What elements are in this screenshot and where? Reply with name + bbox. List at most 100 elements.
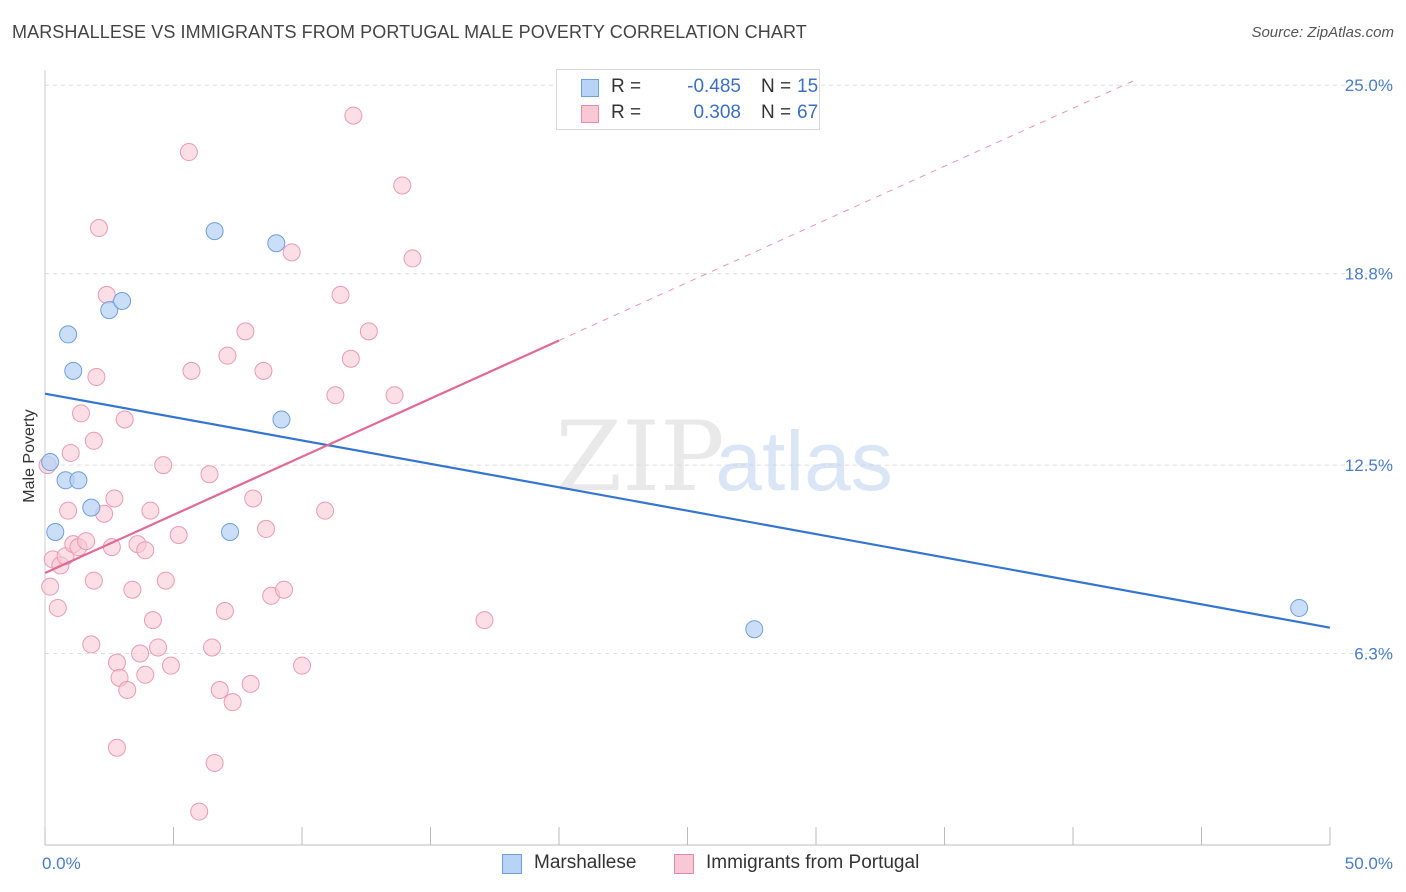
portugal-point-34 [154,456,173,475]
y-axis-label: Male Poverty [21,409,38,502]
legend-swatch-portugal [581,105,599,123]
portugal-point-16 [89,219,108,238]
portugal-point-43 [205,753,224,772]
correlation-legend: R = -0.485 N = 15 R = 0.308 N = 67 [556,69,820,130]
portugal-point-49 [241,674,260,693]
portugal-point-47 [223,693,242,712]
marshallese-point-1 [46,522,65,541]
watermark-atlas: atlas [715,414,892,508]
portugal-point-28 [131,644,150,663]
legend-r-value-marshallese: -0.485 [687,76,741,97]
portugal-point-58 [326,386,345,405]
portugal-point-14 [84,571,103,590]
portugal-point-11 [77,532,96,551]
marshallese-point-6 [82,498,101,517]
chart-title: MARSHALLESE VS IMMIGRANTS FROM PORTUGAL … [12,22,807,42]
portugal-point-55 [282,243,301,262]
portugal-point-10 [71,404,90,423]
trendlines [44,78,1331,629]
portugal-point-59 [331,285,350,304]
x-tick-label-1: 50.0% [1345,854,1393,873]
portugal-point-29 [136,541,155,560]
portugal-point-3 [48,598,67,617]
legend-label-marshallese: Marshallese [534,852,637,873]
tick-labels: 6.3% 12.5% 18.8% 25.0% 0.0% 50.0% [42,76,1393,873]
portugal-point-44 [210,681,229,699]
portugal-point-1 [41,577,60,596]
portugal-point-41 [200,465,219,484]
trendline-portugal-extension [558,78,1138,341]
portugal-point-57 [316,501,335,520]
legend-n-label: N = [761,102,792,123]
legend-r-label: R = [611,102,642,123]
legend-n-label: N = [761,76,792,97]
marshallese-point-11 [267,234,286,253]
y-tick-label-2: 18.8% [1345,265,1393,284]
marshallese-point-8 [113,291,132,310]
legend-label-portugal: Immigrants from Portugal [706,852,920,873]
trendline-marshallese [44,392,1331,629]
portugal-point-38 [179,143,198,162]
marshallese-point-13 [745,620,764,639]
legend-n-value-portugal: 67 [797,102,819,123]
portugal-point-61 [344,106,363,125]
portugal-point-26 [123,580,142,599]
marshallese-point-3 [59,325,78,344]
legend-r-value-portugal: 0.308 [693,102,741,123]
portugal-point-42 [203,638,222,657]
y-tick-label-0: 6.3% [1354,645,1393,664]
portugal-point-40 [190,802,209,821]
series-marshallese-points [41,222,1309,639]
portugal-point-54 [275,580,294,599]
grid-lines [45,84,1392,655]
portugal-point-50 [244,489,263,508]
portugal-point-37 [169,526,188,544]
portugal-point-12 [82,635,101,654]
portugal-point-6 [59,501,78,520]
portugal-point-35 [156,571,175,590]
portugal-point-25 [118,681,137,699]
portugal-point-39 [182,361,201,380]
portugal-point-62 [359,322,378,341]
marshallese-point-5 [69,471,88,490]
portugal-point-60 [341,349,360,368]
y-tick-label-1: 12.5% [1345,456,1393,475]
portugal-point-66 [475,611,494,630]
marshallese-point-14 [1290,598,1309,617]
portugal-point-15 [87,367,106,386]
marshallese-point-10 [221,522,240,541]
portugal-point-13 [84,431,103,450]
marshallese-point-12 [272,410,291,429]
portugal-point-7 [61,443,80,462]
portugal-point-24 [115,410,134,429]
marshallese-point-9 [205,222,224,241]
portugal-point-51 [254,361,273,380]
portugal-point-20 [105,489,124,508]
legend-swatch-marshallese [581,79,599,97]
portugal-point-36 [161,656,180,675]
portugal-point-45 [215,601,234,620]
portugal-point-30 [136,665,155,684]
portugal-point-52 [257,519,276,538]
portugal-point-48 [236,322,255,341]
portugal-point-64 [393,176,412,195]
portugal-point-63 [385,386,404,405]
portugal-point-31 [141,501,160,520]
x-tick-label-0: 0.0% [42,854,81,873]
y-tick-label-3: 25.0% [1345,76,1393,95]
portugal-point-65 [403,249,422,268]
marshallese-point-4 [64,361,83,380]
portugal-point-21 [107,653,126,672]
series-legend: Marshallese Immigrants from Portugal [0,852,1406,878]
legend-n-value-marshallese: 15 [797,76,819,97]
legend-swatch-marshallese [502,854,522,874]
marshallese-point-7 [100,301,119,320]
watermark-zip: ZIP [555,401,724,513]
portugal-point-18 [97,285,116,304]
portugal-point-46 [218,346,237,365]
marshallese-point-0 [41,453,60,472]
portugal-point-56 [293,656,311,675]
trendline-portugal [44,339,560,574]
portugal-point-32 [143,611,162,630]
